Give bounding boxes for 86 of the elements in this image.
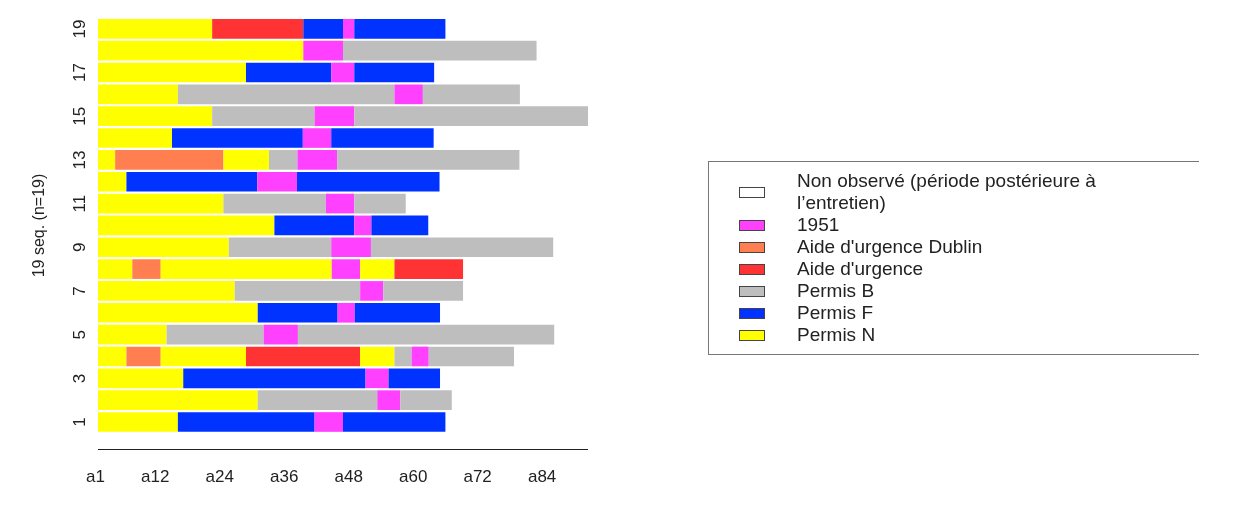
bar: [400, 390, 452, 410]
bar: [354, 106, 588, 127]
bar: [115, 150, 224, 170]
text: a24: [205, 467, 234, 487]
bar: [365, 368, 389, 389]
bar: [98, 302, 258, 323]
text: a60: [398, 467, 428, 487]
bar: [98, 19, 213, 39]
bar: [314, 412, 343, 432]
bar: [394, 259, 464, 279]
bar: [354, 215, 372, 236]
y-tick-label: 13: [70, 150, 90, 170]
bar: [422, 84, 520, 105]
bar: [269, 150, 298, 170]
legend-label: Aide d'urgence: [797, 258, 924, 280]
bar: [98, 128, 172, 148]
bar: [331, 62, 355, 83]
bar: [98, 106, 213, 127]
bar: [370, 237, 554, 258]
legend-label: Non observé (période postérieure à l’entretien): [797, 170, 1097, 214]
bar: [394, 346, 412, 367]
text: a12: [141, 467, 170, 487]
bar: [360, 346, 395, 367]
bar: [98, 412, 178, 432]
y-tick-label: 3: [70, 373, 90, 384]
bar: [126, 171, 258, 192]
y-tick-label: 1: [70, 417, 90, 427]
bar: [314, 106, 355, 127]
text: a1: [86, 467, 105, 487]
bar: [98, 281, 235, 301]
y-tick-label: 15: [70, 106, 90, 126]
bar: [132, 259, 161, 279]
bar: [377, 390, 401, 410]
bar: [411, 346, 429, 367]
bar: [383, 281, 464, 301]
bar: [337, 150, 520, 170]
legend-label: 1951: [797, 214, 840, 236]
bar: [428, 346, 515, 367]
bar: [98, 368, 184, 389]
bar: [263, 324, 298, 345]
text: a48: [334, 467, 363, 487]
bar: [360, 281, 384, 301]
bar: [183, 368, 366, 389]
bar: [245, 346, 361, 367]
y-tick-label: 11: [70, 194, 90, 213]
y-axis-title: 19 seq. (n=19): [29, 173, 47, 278]
bar: [98, 259, 133, 279]
legend-label: Permis N: [797, 324, 876, 346]
y-tick-label: 7: [70, 286, 90, 296]
legend-label: Aide d'urgence Dublin: [797, 236, 983, 258]
bar: [98, 346, 127, 367]
y-tick-label: 5: [70, 329, 90, 340]
bar: [98, 390, 258, 410]
bar: [331, 237, 371, 258]
y-tick-label: 17: [70, 63, 90, 83]
bar: [257, 302, 338, 323]
bar: [297, 324, 555, 345]
bar: [98, 237, 229, 258]
bar: [257, 171, 297, 192]
bar: [274, 215, 355, 236]
bar: [98, 150, 116, 170]
bar: [360, 259, 395, 279]
bar: [354, 193, 406, 214]
text: a36: [270, 467, 299, 487]
bar: [98, 171, 127, 192]
legend-label: Permis F: [797, 302, 873, 324]
bar: [325, 193, 355, 214]
y-tick-label: 9: [70, 242, 90, 253]
text: a72: [463, 467, 492, 487]
bar: [394, 84, 423, 105]
bar: [245, 62, 332, 83]
text: a84: [527, 467, 557, 487]
bar: [337, 302, 355, 323]
bar: [302, 128, 332, 148]
y-tick-label: 19: [70, 19, 90, 39]
legend-label: Permis B: [797, 280, 875, 302]
bar: [98, 84, 178, 105]
bar: [126, 346, 161, 367]
bar: [98, 324, 167, 345]
bar: [98, 62, 246, 83]
bar: [98, 40, 304, 61]
bar: [212, 19, 304, 39]
bar: [98, 215, 275, 236]
bar: [171, 128, 303, 148]
bar: [98, 193, 224, 214]
bar: [177, 412, 315, 432]
